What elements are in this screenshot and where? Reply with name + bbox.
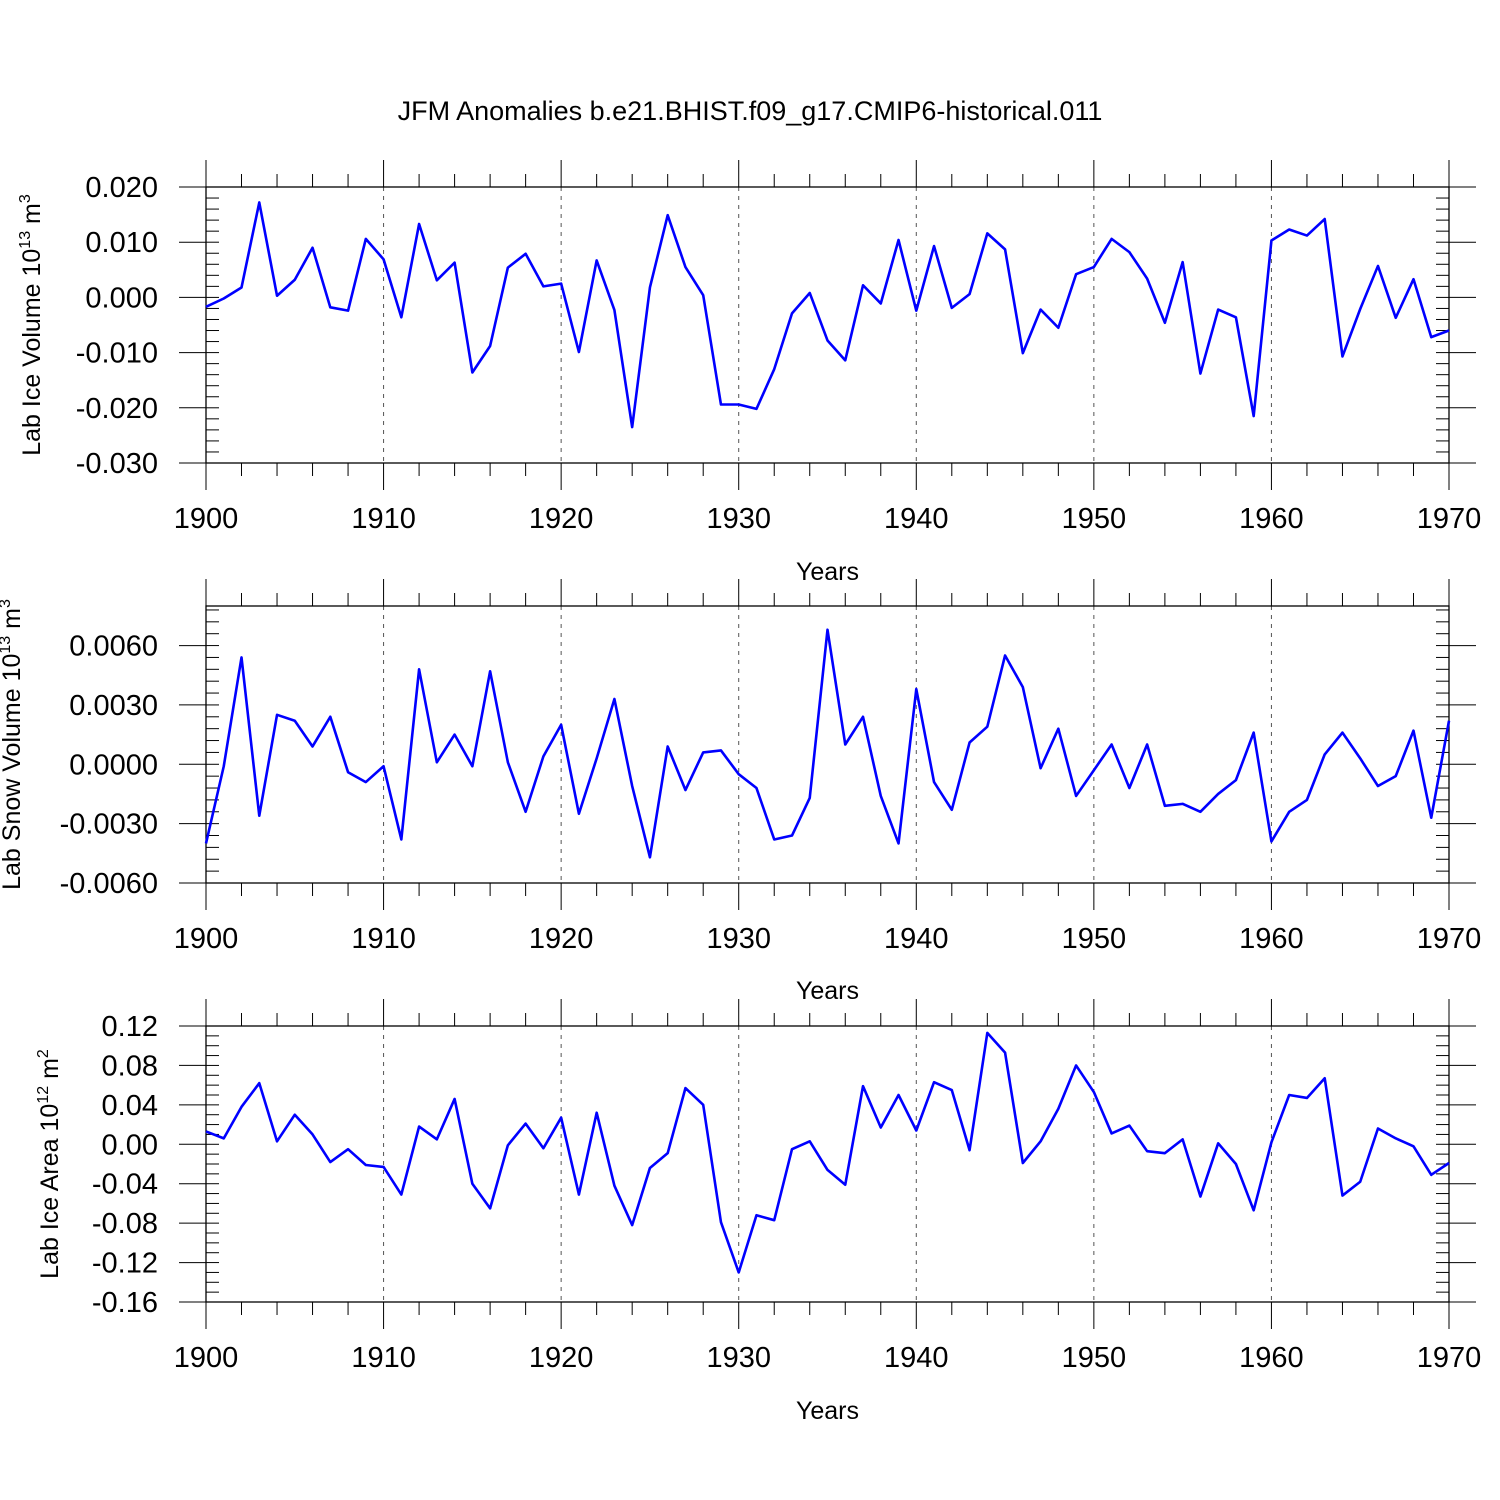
x-axis-label: Years — [796, 1397, 859, 1425]
panel-snow-volume: 1900 1910 1920 1930 1940 1950 1960 1970 0.0060 0.… — [0, 579, 1481, 1005]
y-axis-label: Lab Ice Area 1012 m2 — [35, 1049, 64, 1279]
y-tick-label: 0.0060 — [69, 631, 158, 663]
x-tick-label: 1970 — [1417, 503, 1482, 535]
x-tick-label: 1970 — [1417, 923, 1482, 955]
y-tick-label: -0.010 — [76, 338, 158, 370]
plot-frame — [205, 186, 1450, 464]
x-tick-label: 1950 — [1062, 503, 1127, 535]
x-tick-label: 1930 — [706, 1342, 771, 1374]
plot-frame — [205, 605, 1450, 884]
x-tick-label: 1940 — [884, 923, 949, 955]
y-tick-label: -0.04 — [92, 1169, 158, 1201]
x-tick-label: 1900 — [174, 923, 239, 955]
chart-title: JFM Anomalies b.e21.BHIST.f09_g17.CMIP6-… — [397, 96, 1103, 126]
y-tick-label: 0.0000 — [69, 749, 158, 781]
y-tick-label: 0.000 — [85, 282, 158, 314]
x-tick-label: 1950 — [1062, 923, 1127, 955]
x-tick-label: 1920 — [529, 923, 594, 955]
y-tick-label: -0.08 — [92, 1208, 158, 1240]
x-tick-label: 1910 — [351, 503, 416, 535]
x-axis-label: Years — [796, 558, 859, 586]
y-tick-label: 0.00 — [102, 1129, 158, 1161]
x-tick-label: 1960 — [1239, 503, 1304, 535]
x-tick-label: 1900 — [174, 1342, 239, 1374]
x-tick-label: 1900 — [174, 503, 239, 535]
y-tick-label: -0.0060 — [60, 868, 158, 900]
y-tick-label: 0.0030 — [69, 690, 158, 722]
plot-frame — [205, 1025, 1450, 1303]
y-tick-label: -0.0030 — [60, 809, 158, 841]
x-tick-label: 1960 — [1239, 923, 1304, 955]
y-axis-label: Lab Snow Volume 1013 m3 — [0, 599, 26, 890]
y-tick-label: 0.010 — [85, 227, 158, 259]
x-tick-label: 1910 — [351, 1342, 416, 1374]
series-line — [204, 628, 1451, 859]
x-axis-label: Years — [796, 977, 859, 1005]
y-axis-label: Lab Ice Volume 1013 m3 — [17, 194, 46, 456]
y-tick-label: 0.04 — [102, 1090, 158, 1122]
x-tick-label: 1960 — [1239, 1342, 1304, 1374]
y-tick-label: -0.16 — [92, 1287, 158, 1319]
x-tick-label: 1920 — [529, 1342, 594, 1374]
x-tick-label: 1940 — [884, 1342, 949, 1374]
y-tick-label: 0.08 — [102, 1050, 158, 1082]
y-tick-label: -0.020 — [76, 393, 158, 425]
x-tick-label: 1950 — [1062, 1342, 1127, 1374]
panel-ice-volume: 1900 1910 1920 1930 1940 1950 1960 1970 0.020 0.0… — [17, 160, 1481, 586]
series-line — [205, 1031, 1450, 1274]
x-tick-label: 1920 — [529, 503, 594, 535]
x-tick-label: 1940 — [884, 503, 949, 535]
y-tick-label: -0.12 — [92, 1248, 158, 1280]
x-tick-label: 1910 — [351, 923, 416, 955]
panel-ice-area: 1900 1910 1920 1930 1940 1950 1960 1970 0.12 0.08… — [35, 999, 1481, 1425]
x-tick-label: 1930 — [706, 503, 771, 535]
series-line — [205, 201, 1450, 429]
y-tick-label: 0.12 — [102, 1011, 158, 1043]
y-tick-label: 0.020 — [85, 172, 158, 204]
y-tick-label: -0.030 — [76, 448, 158, 480]
x-tick-label: 1930 — [706, 923, 771, 955]
x-tick-label: 1970 — [1417, 1342, 1482, 1374]
